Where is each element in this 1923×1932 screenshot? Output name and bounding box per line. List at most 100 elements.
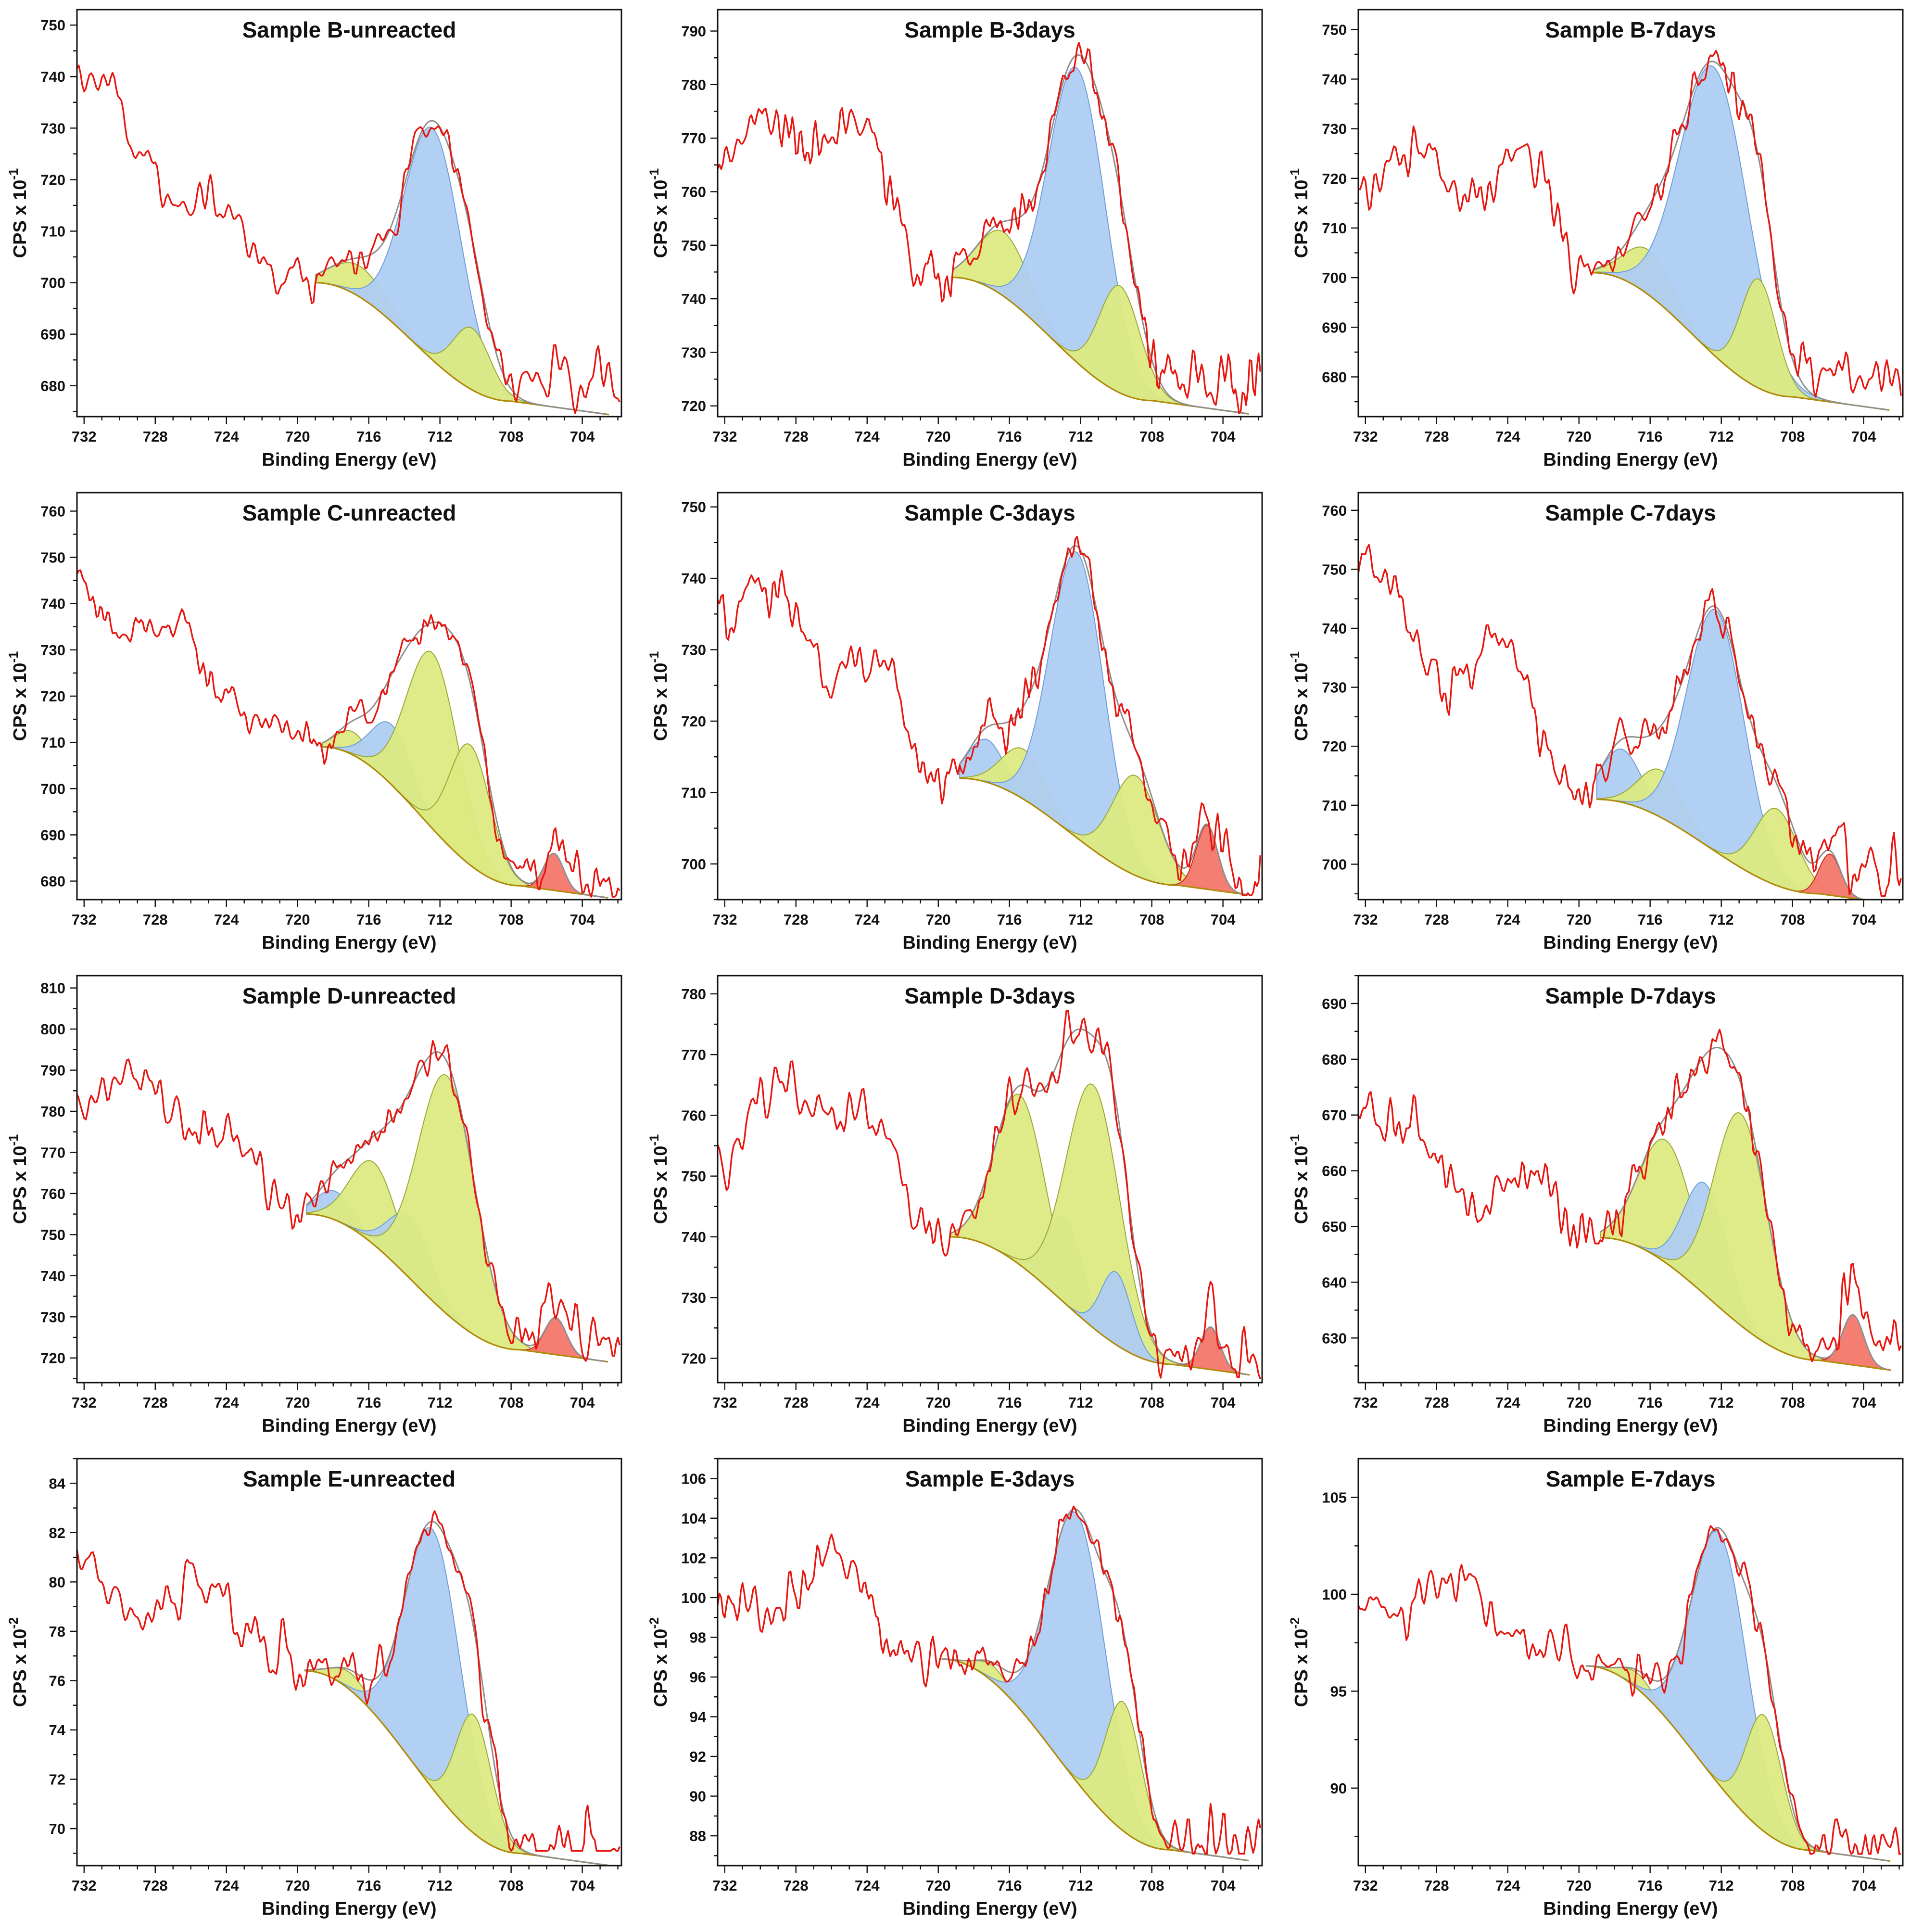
y-tick-label: 90: [1330, 1780, 1347, 1797]
envelope-line: [1596, 605, 1868, 900]
plot-area: [1358, 544, 1902, 900]
x-tick-label: 708: [1780, 428, 1805, 445]
x-tick-label: 724: [214, 428, 239, 445]
y-tick-label: 730: [681, 344, 706, 361]
y-tick-label: 720: [40, 688, 65, 705]
y-axis-label: CPS x 10-1: [1288, 651, 1312, 741]
y-tick-label: 750: [1322, 561, 1347, 578]
y-tick-label: 720: [1322, 738, 1347, 755]
y-tick-label: 92: [690, 1748, 706, 1765]
x-tick-label: 708: [1139, 1877, 1164, 1894]
xps-chart-sample-b-7days: 732 728 724 720 716 712 708 704 680 690 700 710 720 7…: [1288, 9, 1904, 470]
x-tick-label: 732: [712, 911, 737, 928]
x-tick-label: 712: [1068, 1877, 1093, 1894]
tick-marks: [710, 30, 1259, 424]
y-axis-label: CPS x 10-2: [6, 1617, 30, 1707]
y-tick-label: 106: [681, 1470, 706, 1487]
x-tick-label: 732: [72, 1877, 97, 1894]
x-axis-label: Binding Energy (eV): [902, 1899, 1077, 1919]
x-tick-label: 704: [1851, 911, 1876, 928]
x-axis-label: Binding Energy (eV): [1543, 1899, 1718, 1919]
y-axis-label: CPS x 10-2: [647, 1617, 671, 1707]
x-axis-label: Binding Energy (eV): [902, 933, 1077, 953]
axes-box: [1357, 492, 1904, 901]
x-tick-label: 708: [1139, 911, 1164, 928]
y-tick-label: 790: [40, 1062, 65, 1079]
y-tick-label: 750: [681, 237, 706, 254]
x-tick-label: 732: [1353, 1394, 1378, 1411]
y-tick-label: 730: [681, 642, 706, 659]
x-axis-label: Binding Energy (eV): [262, 1899, 436, 1919]
x-axis-label: Binding Energy (eV): [1543, 1416, 1718, 1436]
panel-title: Sample E-7days: [1546, 1466, 1716, 1491]
y-axis-label: CPS x 10-1: [1288, 1134, 1312, 1224]
baseline-line: [1596, 798, 1868, 900]
y-tick-label: 78: [49, 1623, 65, 1640]
spectrum-line: [718, 1505, 1261, 1855]
y-axis-label: CPS x 10-1: [6, 168, 30, 258]
panel-title: Sample C-7days: [1545, 500, 1716, 525]
spectrum-line: [77, 1510, 620, 1852]
x-axis-label: Binding Energy (eV): [1543, 933, 1718, 953]
x-tick-label: 732: [72, 911, 97, 928]
x-tick-label: 712: [1068, 911, 1093, 928]
xps-panel-sample-c-3days: 732 728 724 720 716 712 708 704 700 710 720 730 740 7…: [641, 483, 1281, 966]
x-tick-label: 716: [356, 1394, 381, 1411]
xps-chart-sample-d-7days: 732 728 724 720 716 712 708 704 630 640 650 660 670 6…: [1288, 975, 1904, 1436]
axes-box: [76, 1458, 622, 1867]
y-tick-label: 740: [40, 1268, 65, 1284]
y-tick-label: 740: [1322, 620, 1347, 637]
y-tick-label: 82: [49, 1525, 65, 1541]
spectrum-line: [1358, 50, 1902, 398]
y-tick-label: 100: [1322, 1586, 1347, 1603]
y-tick-label: 102: [681, 1550, 706, 1566]
plot-area: [718, 41, 1261, 415]
x-tick-label: 716: [1638, 1394, 1663, 1411]
y-tick-label: 640: [1322, 1274, 1347, 1291]
y-tick-label: 700: [1322, 856, 1347, 873]
y-tick-label: 690: [40, 826, 65, 843]
x-tick-label: 724: [1495, 911, 1520, 928]
x-tick-label: 720: [1567, 1394, 1592, 1411]
y-tick-label: 680: [40, 873, 65, 890]
y-tick-label: 680: [40, 378, 65, 394]
spectrum-line: [77, 569, 620, 898]
x-tick-label: 716: [1638, 428, 1663, 445]
y-tick-label: 105: [1322, 1489, 1347, 1506]
x-tick-label: 728: [143, 911, 168, 928]
x-tick-label: 728: [143, 1394, 168, 1411]
x-tick-label: 708: [1139, 1394, 1164, 1411]
x-tick-label: 724: [855, 1877, 880, 1894]
y-tick-label: 710: [1322, 220, 1347, 237]
y-tick-label: 104: [681, 1510, 706, 1527]
x-tick-label: 708: [499, 428, 524, 445]
x-tick-label: 732: [72, 1394, 97, 1411]
y-tick-label: 800: [40, 1021, 65, 1038]
y-tick-label: 750: [681, 1168, 706, 1185]
plot-area: [77, 1040, 620, 1363]
y-tick-label: 730: [40, 1309, 65, 1325]
x-tick-label: 724: [214, 1394, 239, 1411]
y-tick-label: 690: [1322, 319, 1347, 336]
baseline-line: [950, 1236, 1250, 1376]
x-tick-label: 708: [499, 1394, 524, 1411]
x-tick-label: 708: [1780, 1394, 1805, 1411]
x-tick-label: 728: [784, 1394, 809, 1411]
y-tick-label: 760: [681, 1107, 706, 1124]
x-tick-label: 724: [1495, 428, 1520, 445]
y-tick-label: 740: [681, 570, 706, 587]
xps-chart-sample-e-3days: 732 728 724 720 716 712 708 704 88 90 92 94 96 98 100 1…: [647, 1458, 1263, 1919]
tick-marks: [1351, 509, 1900, 907]
y-tick-label: 740: [681, 1229, 706, 1246]
y-tick-label: 720: [40, 1350, 65, 1367]
y-tick-label: 680: [1322, 369, 1347, 385]
plot-area: [718, 1010, 1261, 1380]
envelope-line: [950, 1028, 1248, 1375]
x-tick-label: 712: [1068, 428, 1093, 445]
x-tick-label: 708: [1780, 911, 1805, 928]
x-tick-label: 716: [997, 1877, 1022, 1894]
y-tick-label: 650: [1322, 1219, 1347, 1235]
x-tick-label: 712: [428, 1394, 453, 1411]
x-tick-label: 728: [784, 911, 809, 928]
